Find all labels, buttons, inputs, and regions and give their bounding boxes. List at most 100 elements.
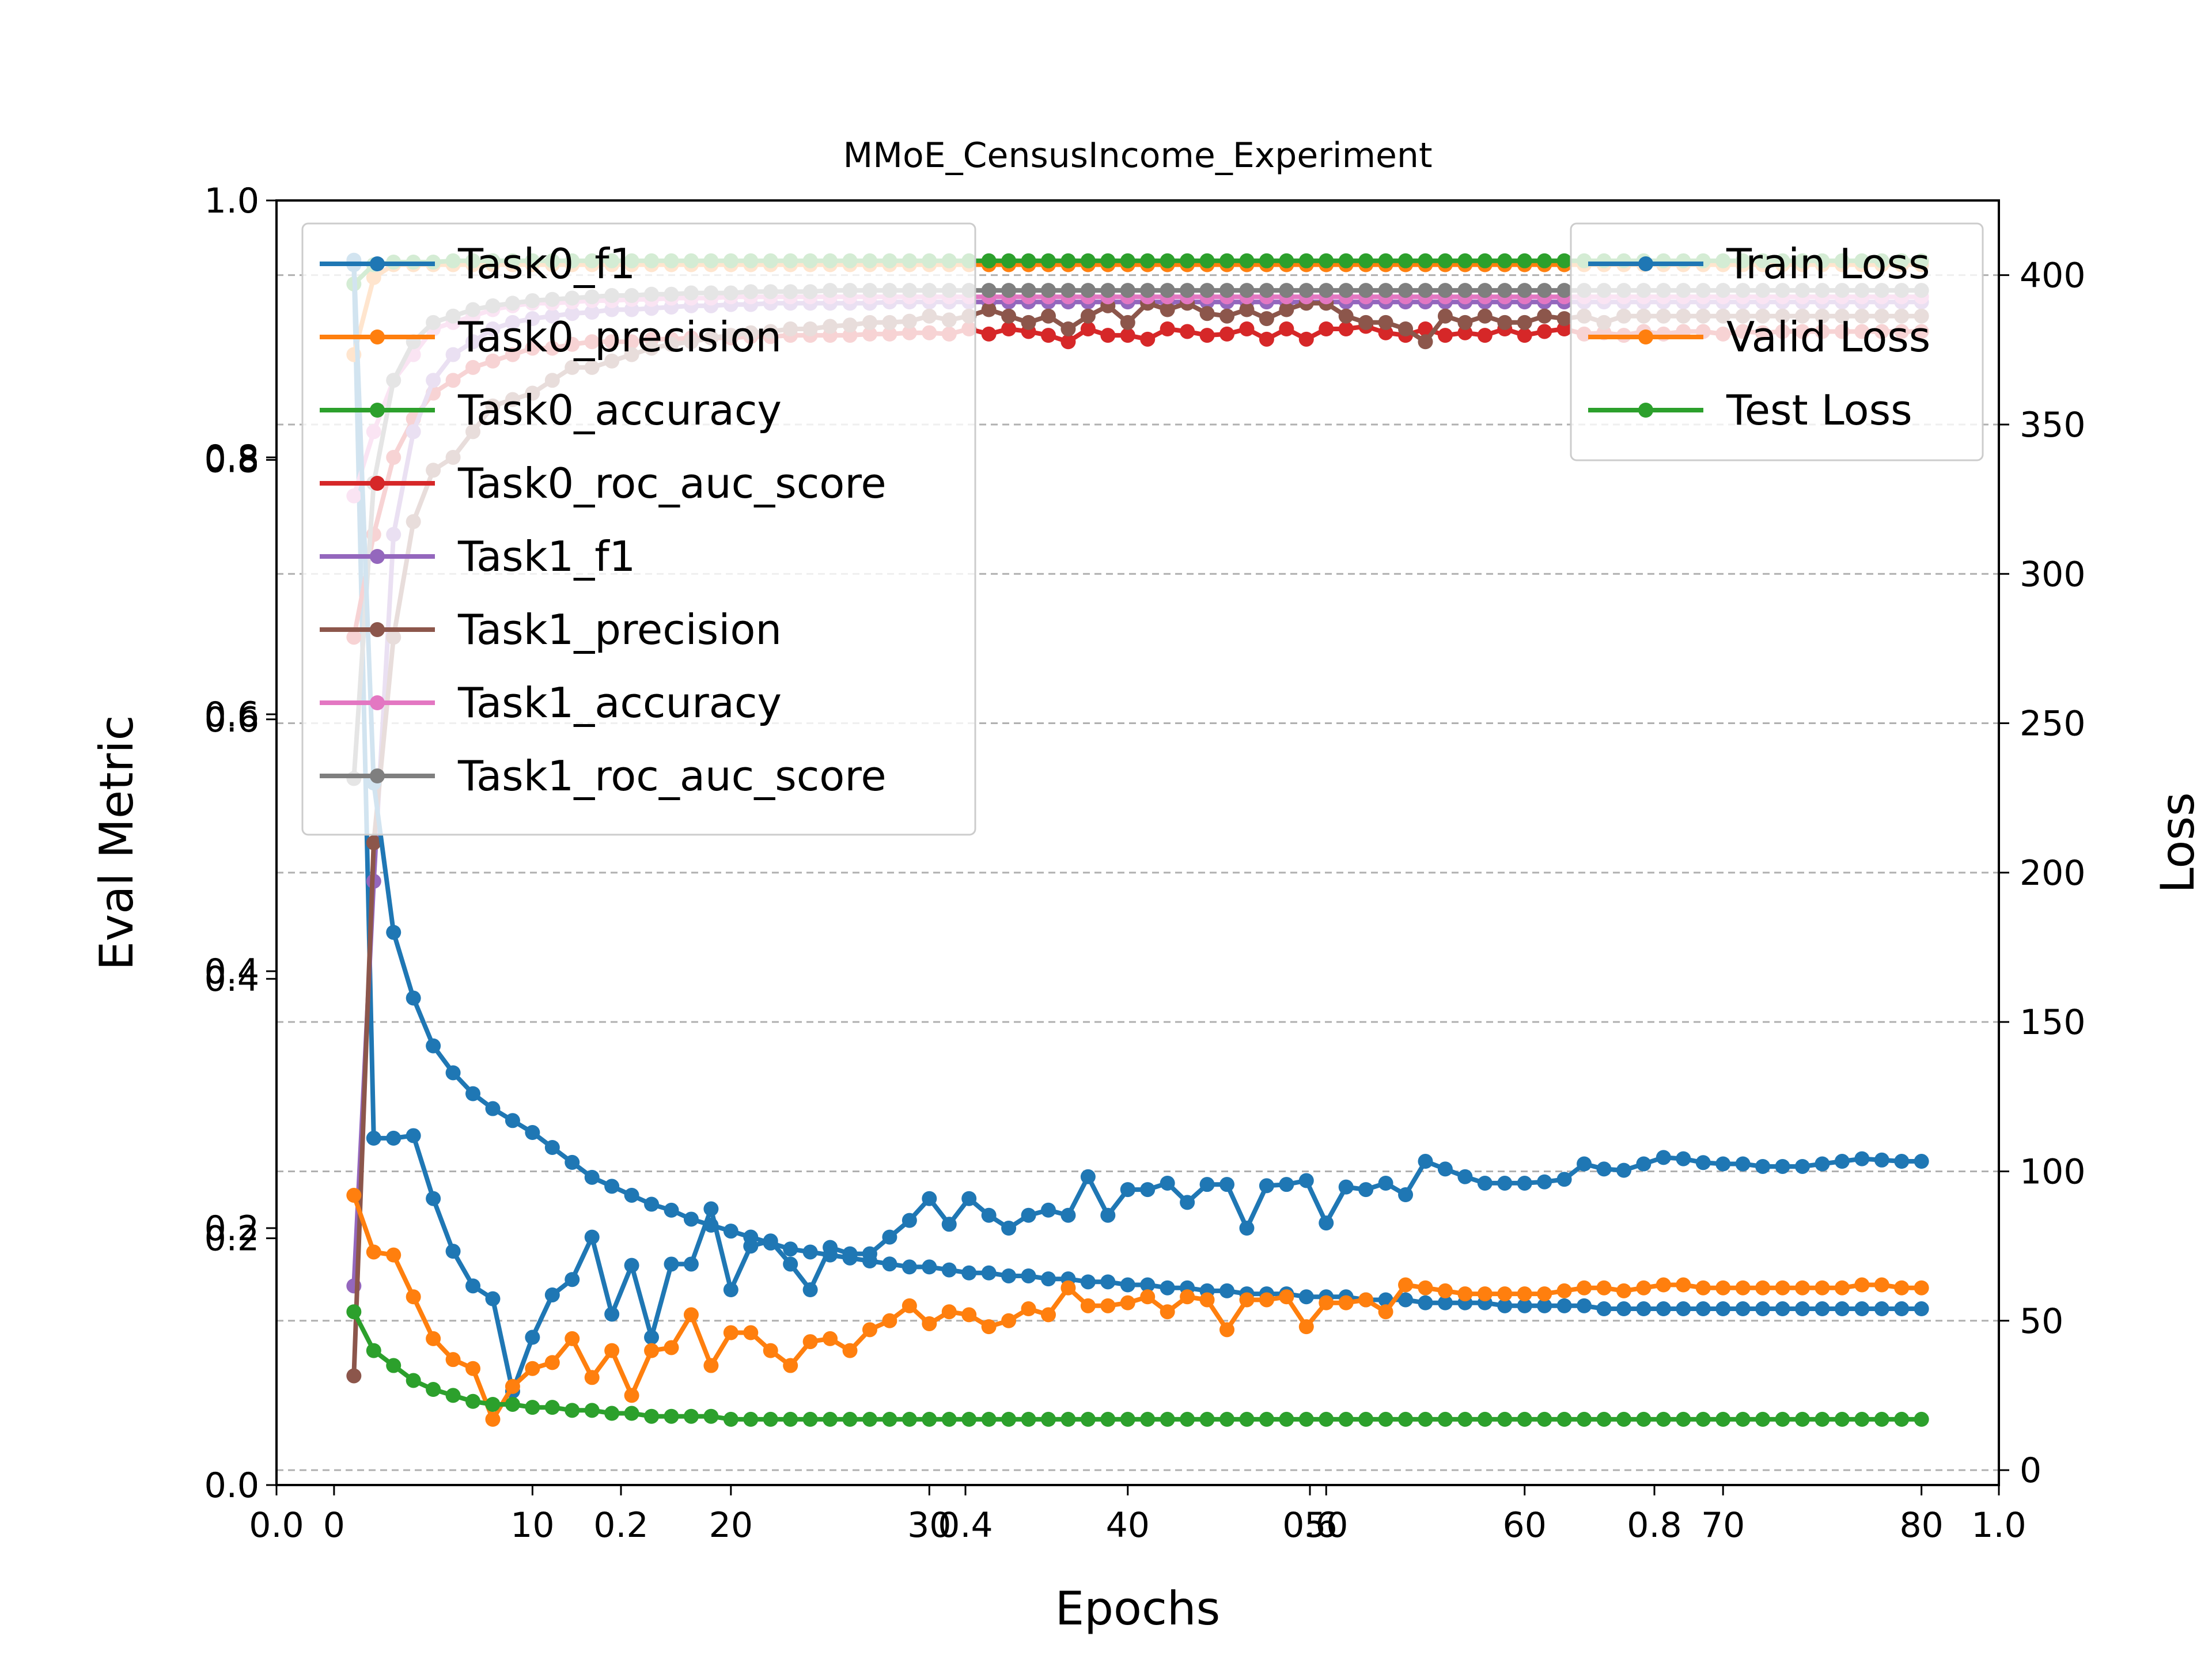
data-point xyxy=(1060,1411,1076,1427)
data-point xyxy=(1457,315,1473,330)
data-point xyxy=(1457,253,1473,268)
right-y-tick-label: 0 xyxy=(2020,1450,2041,1491)
series-task0-f1 xyxy=(346,257,1929,1399)
data-point xyxy=(1457,1411,1473,1427)
left-y-tick-label: 0.6 xyxy=(204,695,259,735)
data-point xyxy=(1378,1304,1393,1320)
data-point xyxy=(1477,1175,1493,1191)
data-point xyxy=(1319,1295,1334,1310)
x-tick-label: 50 xyxy=(1304,1505,1348,1546)
data-point xyxy=(1636,1301,1652,1317)
data-point xyxy=(783,1358,798,1373)
data-point xyxy=(1715,1156,1731,1172)
data-point xyxy=(922,1259,937,1275)
data-point xyxy=(1279,1411,1294,1427)
x-tick-label: 0.0 xyxy=(249,1505,304,1546)
data-point xyxy=(1477,1286,1493,1302)
data-point xyxy=(1378,1175,1393,1191)
data-point xyxy=(1080,1169,1096,1184)
data-point xyxy=(882,1411,897,1427)
data-point xyxy=(1298,1173,1314,1188)
data-point xyxy=(1914,1411,1929,1427)
data-point xyxy=(584,1403,600,1418)
data-point xyxy=(1577,1298,1592,1313)
left-y-tick-label: 0.4 xyxy=(204,952,259,992)
data-point xyxy=(1239,283,1255,298)
data-point xyxy=(961,1411,977,1427)
data-point xyxy=(1298,331,1314,347)
data-point xyxy=(1914,1301,1929,1317)
data-point xyxy=(1616,1301,1631,1317)
x-tick-label: 60 xyxy=(1503,1505,1547,1546)
legend-label: Train Loss xyxy=(1726,240,1930,288)
data-point xyxy=(664,1340,679,1355)
data-point xyxy=(1537,324,1552,339)
data-point xyxy=(485,1396,501,1412)
data-point xyxy=(823,1247,838,1263)
data-point xyxy=(802,1411,818,1427)
data-point xyxy=(1040,253,1056,268)
data-point xyxy=(1100,328,1116,343)
data-point xyxy=(1656,1277,1671,1293)
data-point xyxy=(1894,1301,1910,1317)
x-tick-label: 10 xyxy=(510,1505,554,1546)
legend-swatch-marker xyxy=(1638,256,1653,271)
data-point xyxy=(505,1378,520,1394)
data-point xyxy=(1279,1289,1294,1305)
data-point xyxy=(1040,283,1056,298)
data-point xyxy=(1398,1411,1414,1427)
data-point xyxy=(1794,1301,1810,1317)
legend-swatch-marker xyxy=(370,768,385,783)
data-point xyxy=(1418,1295,1433,1310)
data-point xyxy=(1914,1280,1929,1296)
data-point xyxy=(1418,334,1433,350)
data-point xyxy=(1060,253,1076,268)
data-point xyxy=(1060,1207,1076,1223)
data-point xyxy=(1319,321,1334,336)
data-point xyxy=(1298,1289,1314,1305)
data-point xyxy=(723,1224,738,1239)
data-point xyxy=(1596,1280,1612,1296)
data-point xyxy=(1001,1268,1017,1283)
data-point xyxy=(1080,1411,1096,1427)
data-point xyxy=(1477,283,1493,298)
data-point xyxy=(882,1313,897,1328)
data-point xyxy=(1517,253,1532,268)
data-point xyxy=(1815,1301,1830,1317)
data-point xyxy=(366,1343,381,1358)
data-point xyxy=(842,1250,858,1266)
data-point xyxy=(683,1211,699,1227)
data-point xyxy=(1398,1292,1414,1308)
data-point xyxy=(565,1154,580,1170)
data-point xyxy=(1100,1207,1116,1223)
data-point xyxy=(1437,1283,1453,1298)
data-point xyxy=(1100,1274,1116,1290)
data-point xyxy=(703,1408,719,1424)
data-point xyxy=(1437,1161,1453,1177)
data-point xyxy=(1457,1169,1473,1184)
data-point xyxy=(1040,1271,1056,1287)
data-point xyxy=(922,1316,937,1331)
legend-swatch-marker xyxy=(370,476,385,491)
data-point xyxy=(1001,283,1017,298)
data-point xyxy=(1418,1411,1433,1427)
plot-frame xyxy=(275,199,2000,1486)
data-point xyxy=(1656,1301,1671,1317)
data-point xyxy=(1358,315,1374,330)
data-point xyxy=(1676,1301,1691,1317)
data-point xyxy=(426,1382,441,1397)
data-point xyxy=(505,1113,520,1128)
data-point xyxy=(1695,1301,1711,1317)
data-point xyxy=(1715,1411,1731,1427)
data-point xyxy=(1556,1411,1572,1427)
data-point xyxy=(1418,283,1433,298)
data-point xyxy=(1140,1277,1156,1293)
data-point xyxy=(1537,1174,1552,1190)
data-point xyxy=(1676,1277,1691,1293)
data-point xyxy=(1040,1307,1056,1323)
data-point xyxy=(743,1229,759,1245)
data-point xyxy=(1616,1162,1631,1178)
data-point xyxy=(1160,1411,1175,1427)
data-point xyxy=(1219,1411,1235,1427)
